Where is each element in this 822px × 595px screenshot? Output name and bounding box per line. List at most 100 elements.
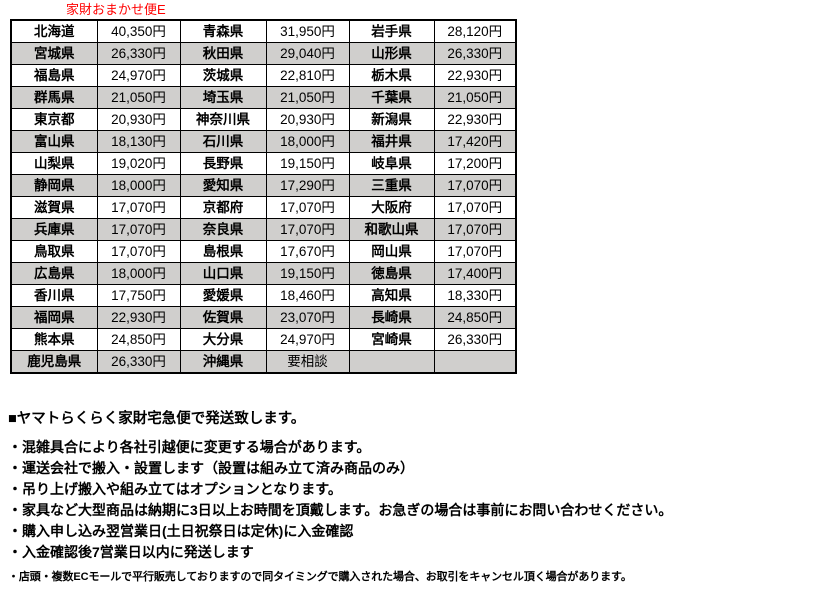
empty-cell [348,350,435,374]
table-row: 鳥取県 17,070円 島根県 17,670円 岡山県 17,070円 [10,240,517,263]
shipping-price: 17,070円 [96,218,181,241]
prefecture-name: 鹿児島県 [10,350,98,374]
prefecture-name: 沖縄県 [179,350,267,374]
shipping-price: 17,290円 [265,174,350,197]
shipping-price: 31,950円 [265,19,350,43]
prefecture-name: 鳥取県 [10,240,98,263]
shipping-price: 17,070円 [433,174,517,197]
shipping-price: 26,330円 [433,42,517,65]
shipping-price: 19,020円 [96,152,181,175]
prefecture-name: 新潟県 [348,108,435,131]
prefecture-name: 神奈川県 [179,108,267,131]
prefecture-name: 長野県 [179,152,267,175]
shipping-price: 18,000円 [265,130,350,153]
prefecture-name: 北海道 [10,19,98,43]
shipping-price: 24,970円 [96,64,181,87]
shipping-price: 17,070円 [265,218,350,241]
table-row: 宮城県 26,330円 秋田県 29,040円 山形県 26,330円 [10,42,517,65]
prefecture-name: 三重県 [348,174,435,197]
note-line: ・混雑具合により各社引越便に変更する場合があります。 [8,439,371,455]
note-line: ・購入申し込み翌営業日(土日祝祭日は定休)に入金確認 [8,523,354,539]
table-row: 広島県 18,000円 山口県 19,150円 徳島県 17,400円 [10,262,517,285]
shipping-price: 18,130円 [96,130,181,153]
prefecture-name: 山形県 [348,42,435,65]
shipping-price: 20,930円 [96,108,181,131]
table-row: 兵庫県 17,070円 奈良県 17,070円 和歌山県 17,070円 [10,218,517,241]
note-line: ・吊り上げ搬入や組み立てはオプションとなります。 [8,481,342,497]
empty-cell [433,350,517,374]
prefecture-name: 岡山県 [348,240,435,263]
shipping-price: 24,970円 [265,328,350,351]
table-row: 福島県 24,970円 茨城県 22,810円 栃木県 22,930円 [10,64,517,87]
shipping-price: 18,000円 [96,174,181,197]
prefecture-name: 富山県 [10,130,98,153]
prefecture-name: 福島県 [10,64,98,87]
prefecture-name: 島根県 [179,240,267,263]
table-row: 熊本県 24,850円 大分県 24,970円 宮崎県 26,330円 [10,328,517,351]
shipping-price: 23,070円 [265,306,350,329]
shipping-price: 28,120円 [433,19,517,43]
shipping-price: 24,850円 [433,306,517,329]
prefecture-name: 愛知県 [179,174,267,197]
shipping-price: 17,070円 [265,196,350,219]
page-title: 家財おまかせ便E [66,2,166,17]
prefecture-name: 熊本県 [10,328,98,351]
table-row: 鹿児島県 26,330円 沖縄県 要相談 [10,350,517,374]
shipping-price: 26,330円 [96,42,181,65]
prefecture-name: 東京都 [10,108,98,131]
table-row: 東京都 20,930円 神奈川県 20,930円 新潟県 22,930円 [10,108,517,131]
shipping-price: 17,070円 [96,196,181,219]
shipping-price: 21,050円 [433,86,517,109]
notes-fine-print: ・店頭・複数ECモールで平行販売しておりますので同タイミングで購入された場合、お… [8,571,632,583]
shipping-price: 17,750円 [96,284,181,307]
prefecture-name: 茨城県 [179,64,267,87]
table-row: 静岡県 18,000円 愛知県 17,290円 三重県 17,070円 [10,174,517,197]
shipping-price: 17,670円 [265,240,350,263]
prefecture-name: 高知県 [348,284,435,307]
shipping-price: 40,350円 [96,19,181,43]
prefecture-name: 秋田県 [179,42,267,65]
prefecture-name: 青森県 [179,19,267,43]
prefecture-name: 宮崎県 [348,328,435,351]
table-row: 滋賀県 17,070円 京都府 17,070円 大阪府 17,070円 [10,196,517,219]
prefecture-name: 宮城県 [10,42,98,65]
shipping-price: 17,070円 [433,218,517,241]
prefecture-name: 福岡県 [10,306,98,329]
shipping-price: 29,040円 [265,42,350,65]
prefecture-name: 千葉県 [348,86,435,109]
prefecture-name: 徳島県 [348,262,435,285]
prefecture-name: 岩手県 [348,19,435,43]
shipping-price: 24,850円 [96,328,181,351]
shipping-rate-table-body: 北海道 40,350円 青森県 31,950円 岩手県 28,120円 宮城県 26,330円… [10,19,517,374]
notes-list: ・混雑具合により各社引越便に変更する場合があります。・運送会社で搬入・設置します… [8,437,818,563]
note-line: ・運送会社で搬入・設置します（設置は組み立て済み商品のみ） [8,460,414,476]
shipping-notes: ■ヤマトらくらく家財宅急便で発送致します。 ・混雑具合により各社引越便に変更する… [8,408,818,586]
shipping-price: 18,460円 [265,284,350,307]
prefecture-name: 岐阜県 [348,152,435,175]
shipping-price: 19,150円 [265,262,350,285]
prefecture-name: 佐賀県 [179,306,267,329]
prefecture-name: 埼玉県 [179,86,267,109]
prefecture-name: 愛媛県 [179,284,267,307]
shipping-price: 26,330円 [96,350,181,374]
prefecture-name: 奈良県 [179,218,267,241]
prefecture-name: 山梨県 [10,152,98,175]
table-row: 香川県 17,750円 愛媛県 18,460円 高知県 18,330円 [10,284,517,307]
title-row: 家財おまかせ便E [0,0,822,19]
shipping-price: 17,070円 [96,240,181,263]
shipping-price: 17,400円 [433,262,517,285]
shipping-price: 22,930円 [96,306,181,329]
notes-heading: ■ヤマトらくらく家財宅急便で発送致します。 [8,411,306,427]
prefecture-name: 和歌山県 [348,218,435,241]
shipping-price: 18,000円 [96,262,181,285]
prefecture-name: 静岡県 [10,174,98,197]
shipping-price: 要相談 [265,350,350,374]
prefecture-name: 広島県 [10,262,98,285]
note-line: ・入金確認後7営業日以内に発送します [8,544,254,560]
prefecture-name: 栃木県 [348,64,435,87]
prefecture-name: 大分県 [179,328,267,351]
shipping-price: 22,930円 [433,64,517,87]
shipping-price: 17,420円 [433,130,517,153]
prefecture-name: 長崎県 [348,306,435,329]
prefecture-name: 福井県 [348,130,435,153]
